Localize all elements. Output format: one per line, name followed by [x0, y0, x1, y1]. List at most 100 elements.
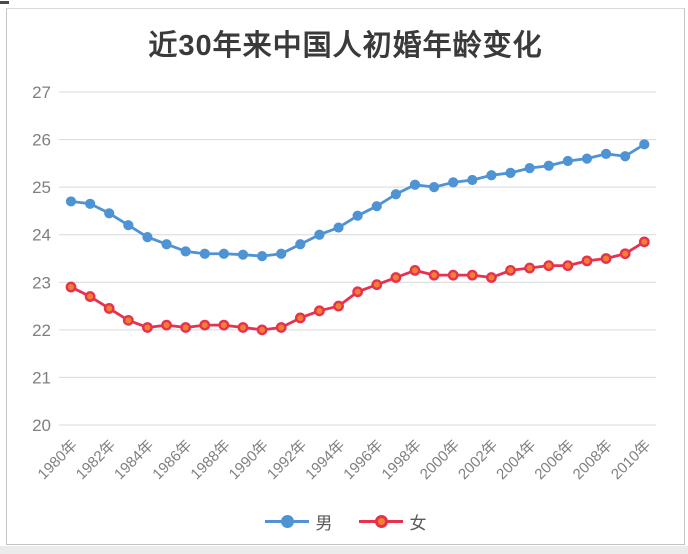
series-marker-女 [600, 253, 612, 264]
series-marker-女 [314, 305, 325, 317]
y-axis-label: 27 [32, 83, 51, 102]
series-marker-男 [581, 153, 593, 164]
series-marker-男 [505, 167, 516, 178]
series-marker-男 [295, 239, 306, 250]
series-marker-男 [543, 160, 554, 171]
legend-label-male: 男 [315, 514, 333, 533]
series-marker-女 [428, 269, 440, 281]
series-marker-男 [352, 210, 363, 221]
series-marker-男 [600, 148, 612, 159]
x-axis-label: 2008年 [570, 437, 616, 483]
series-marker-女 [371, 279, 383, 291]
series-marker-男 [448, 177, 459, 188]
chart-frame: 27 26 25 24 23 22 21 20 1980年 1982年 1984年 1986年 1988… [6, 8, 685, 545]
series-marker-男 [428, 182, 440, 193]
legend-label-female: 女 [409, 514, 427, 533]
chart-title: 近30年来中国人初婚年龄变化 [148, 30, 543, 62]
y-axis-label: 20 [32, 416, 51, 435]
series-marker-女 [161, 319, 172, 331]
x-axis-label: 1988年 [187, 437, 233, 483]
series-marker-男 [409, 179, 421, 190]
series-marker-女 [218, 319, 230, 331]
series-marker-女 [294, 312, 306, 324]
y-axis-label: 26 [32, 131, 51, 150]
female-series-swatch-icon [358, 515, 403, 528]
series-marker-男 [142, 231, 153, 243]
series-marker-男 [314, 229, 325, 240]
series-marker-女 [486, 272, 497, 283]
chart-legend: 男 女 [7, 509, 684, 534]
y-axis-label: 21 [32, 368, 51, 387]
series-marker-女 [122, 314, 134, 326]
y-axis-label: 23 [32, 273, 51, 292]
series-marker-女 [199, 319, 211, 331]
series-line-男 [69, 142, 646, 258]
series-marker-女 [237, 322, 249, 333]
series-marker-男 [237, 249, 249, 260]
series-marker-男 [524, 163, 535, 174]
series-marker-男 [218, 248, 229, 259]
y-axis-label: 24 [32, 226, 51, 245]
male-series-swatch-icon [264, 515, 309, 528]
y-axis-label: 22 [32, 321, 51, 340]
series-marker-女 [447, 269, 459, 281]
legend-item-female: 女 [358, 509, 427, 534]
series-marker-女 [543, 260, 555, 272]
male-swatch-dot [280, 515, 294, 528]
series-marker-男 [333, 222, 344, 233]
x-axis-label: 2000年 [417, 437, 463, 483]
x-axis-label: 1992年 [264, 437, 310, 483]
x-axis-label: 2010年 [608, 437, 654, 483]
x-axis-label: 1994年 [302, 437, 348, 483]
window-background-strip [0, 546, 688, 554]
series-marker-男 [562, 155, 573, 167]
x-axis-label: 2006年 [531, 437, 577, 483]
series-marker-男 [257, 251, 268, 262]
x-axis-label: 2004年 [493, 437, 539, 483]
series-marker-女 [466, 269, 478, 281]
screenshot-corner-artifact [0, 1, 9, 4]
series-marker-男 [123, 220, 134, 231]
x-axis-label: 1982年 [73, 437, 119, 483]
series-marker-女 [84, 291, 96, 302]
x-axis-label: 1990年 [226, 437, 272, 483]
series-marker-男 [104, 208, 115, 219]
series-marker-男 [371, 201, 382, 212]
series-marker-女 [180, 322, 192, 333]
series-marker-女 [275, 322, 287, 333]
series-marker-女 [638, 236, 650, 248]
x-axis-label: 2002年 [455, 437, 501, 483]
series-marker-女 [505, 264, 516, 276]
series-marker-男 [65, 196, 77, 207]
series-marker-男 [486, 170, 497, 181]
female-swatch-dot [374, 515, 388, 528]
x-axis-label: 1984年 [111, 437, 157, 483]
series-marker-女 [619, 248, 631, 260]
y-axis-label: 25 [32, 178, 51, 197]
series-marker-女 [142, 322, 153, 333]
series-marker-男 [390, 189, 401, 200]
series-marker-男 [199, 248, 210, 259]
series-marker-女 [409, 264, 421, 276]
series-marker-女 [103, 303, 115, 314]
series-marker-女 [581, 255, 593, 267]
series-marker-女 [65, 281, 77, 293]
series-marker-男 [180, 246, 191, 257]
legend-item-male: 男 [264, 509, 333, 534]
series-line-女 [69, 240, 646, 332]
series-marker-女 [352, 286, 364, 298]
series-marker-男 [639, 139, 650, 150]
x-axis-label: 1986年 [149, 437, 195, 483]
x-axis-label: 1980年 [35, 437, 81, 483]
series-marker-男 [161, 239, 172, 250]
series-marker-女 [562, 260, 574, 272]
x-axis-label: 1998年 [379, 437, 425, 483]
chart-plot-svg: 27 26 25 24 23 22 21 20 1980年1982年1984年1986年1988… [32, 83, 656, 483]
x-axis-label: 1996年 [340, 437, 386, 483]
series-marker-女 [256, 324, 268, 336]
series-marker-女 [524, 262, 536, 274]
series-marker-男 [467, 174, 478, 186]
series-marker-男 [620, 151, 631, 162]
series-marker-女 [333, 300, 344, 312]
series-marker-男 [85, 198, 96, 209]
